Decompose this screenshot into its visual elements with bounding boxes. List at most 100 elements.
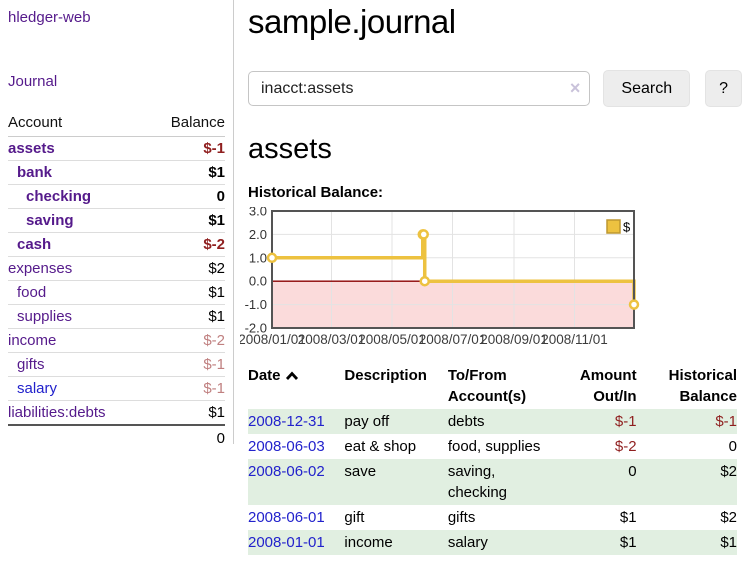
accounts-header-balance: Balance <box>147 112 225 137</box>
svg-text:$: $ <box>623 220 631 235</box>
account-row: bank $1 <box>8 160 225 185</box>
account-balance: $1 <box>147 208 225 233</box>
transaction-balance: $2 <box>720 509 737 526</box>
account-name-cell: bank <box>8 160 148 185</box>
transaction-description: eat & shop <box>344 438 417 455</box>
transaction-date-cell: 2008-06-01 <box>248 505 344 530</box>
account-name-cell: gifts <box>8 352 148 377</box>
account-link[interactable]: cash <box>17 236 52 253</box>
svg-text:2008/09/01: 2008/09/01 <box>480 332 548 347</box>
account-balance: $2 <box>147 256 225 281</box>
clear-search-icon[interactable]: × <box>569 78 581 98</box>
sort-ascending-icon <box>285 366 299 387</box>
sidebar-nav: Journal <box>8 73 225 90</box>
accounts-total-spacer <box>8 424 148 450</box>
account-row: expenses $2 <box>8 256 225 281</box>
sidebar-item-journal[interactable]: Journal <box>8 73 58 90</box>
account-name-cell: income <box>8 328 148 353</box>
account-row: checking 0 <box>8 184 225 209</box>
transaction-date-cell: 2008-06-02 <box>248 459 344 505</box>
brand: hledger-web <box>8 9 225 26</box>
transaction-description: pay off <box>344 413 390 430</box>
transaction-amount: $-1 <box>614 413 637 430</box>
account-name-cell: salary <box>8 376 148 401</box>
transaction-amount: $1 <box>619 534 637 551</box>
account-link[interactable]: food <box>17 284 47 301</box>
account-row: liabilities:debts $1 <box>8 400 225 426</box>
register-header-date[interactable]: Date <box>248 363 344 409</box>
transaction-date-cell: 2008-06-03 <box>248 434 344 459</box>
transaction-date-cell: 2008-12-31 <box>248 409 344 434</box>
account-balance: $-1 <box>147 136 225 161</box>
account-row: income $-2 <box>8 328 225 353</box>
register-header-row: Date Description To/From Account(s) Amou… <box>248 363 737 409</box>
transaction-description: save <box>344 463 377 480</box>
svg-text:2008/01/01: 2008/01/01 <box>240 332 306 347</box>
transaction-description: income <box>344 534 393 551</box>
account-balance: $1 <box>147 304 225 329</box>
transaction-row: 2008-01-01 income salary $1 $1 <box>248 530 737 555</box>
transaction-date-link[interactable]: 2008-06-03 <box>248 438 325 455</box>
transaction-amount: 0 <box>628 463 637 480</box>
brand-link[interactable]: hledger-web <box>8 9 91 26</box>
account-link[interactable]: income <box>8 332 57 349</box>
account-link[interactable]: liabilities:debts <box>8 404 106 421</box>
account-link[interactable]: gifts <box>17 356 45 373</box>
account-link[interactable]: salary <box>17 380 58 397</box>
transaction-row: 2008-06-02 save saving, checking 0 $2 <box>248 459 737 505</box>
svg-text:2.0: 2.0 <box>249 227 267 242</box>
historical-balance-chart: 3.0 2.0 1.0 0.0 -1.0 -2.0 2008/01/01 2008/03/01… <box>238 204 742 349</box>
transaction-amount: $-2 <box>614 438 637 455</box>
account-link[interactable]: assets <box>8 140 55 157</box>
account-balance: $-2 <box>147 232 225 257</box>
transaction-date-link[interactable]: 2008-01-01 <box>248 534 325 551</box>
chart-title: Historical Balance: <box>248 184 384 201</box>
account-row: cash $-2 <box>8 232 225 257</box>
accounts-table: Account Balance assets $-1 bank $1 checking 0… <box>8 112 225 450</box>
page-title: sample.journal <box>248 3 456 40</box>
account-link[interactable]: supplies <box>17 308 73 325</box>
register-header-description: Description <box>344 367 427 384</box>
search-input[interactable] <box>248 71 591 106</box>
account-row: assets $-1 <box>8 136 225 161</box>
svg-text:0.0: 0.0 <box>249 274 267 289</box>
account-name-cell: expenses <box>8 256 148 281</box>
svg-text:-2.0: -2.0 <box>245 321 267 336</box>
svg-text:1.0: 1.0 <box>249 250 267 265</box>
register-header-balance: Historical Balance <box>668 367 737 405</box>
transaction-date-link[interactable]: 2008-06-01 <box>248 509 325 526</box>
account-balance: $1 <box>147 280 225 305</box>
transaction-row: 2008-12-31 pay off debts $-1 $-1 <box>248 409 737 434</box>
transaction-balance: $-1 <box>715 413 737 430</box>
svg-text:2008/05/01: 2008/05/01 <box>358 332 426 347</box>
account-balance: $-1 <box>147 352 225 377</box>
accounts-header-account: Account <box>8 112 148 137</box>
transaction-row: 2008-06-01 gift gifts $1 $2 <box>248 505 737 530</box>
register-header-accounts: To/From Account(s) <box>447 367 527 405</box>
help-button[interactable]: ? <box>705 70 742 107</box>
account-link[interactable]: checking <box>26 188 92 205</box>
account-row: salary $-1 <box>8 376 225 401</box>
transaction-balance: 0 <box>728 438 737 455</box>
search-button[interactable]: Search <box>603 70 691 107</box>
account-balance: 0 <box>147 184 225 209</box>
search-form: × Search ? <box>248 70 742 107</box>
account-row: gifts $-1 <box>8 352 225 377</box>
account-row: food $1 <box>8 280 225 305</box>
accounts-table-header: Account Balance <box>8 112 225 137</box>
main-content: sample.journal × Search ? assets Histori… <box>238 0 742 555</box>
account-link[interactable]: saving <box>26 212 74 229</box>
accounts-total-balance: 0 <box>147 424 225 450</box>
sidebar: hledger-web Journal Account Balance asse… <box>0 0 234 450</box>
account-balance: $-1 <box>147 376 225 401</box>
account-link[interactable]: bank <box>17 164 53 181</box>
register-header-amount: Amount Out/In <box>579 367 637 405</box>
account-balance: $1 <box>147 400 225 426</box>
account-link[interactable]: expenses <box>8 260 73 277</box>
transaction-date-link[interactable]: 2008-12-31 <box>248 413 325 430</box>
transaction-accounts: debts <box>447 413 485 430</box>
account-balance: $1 <box>147 160 225 185</box>
transaction-date-link[interactable]: 2008-06-02 <box>248 463 325 480</box>
transaction-balance: $2 <box>720 463 737 480</box>
accounts-total-row: 0 <box>8 424 225 450</box>
